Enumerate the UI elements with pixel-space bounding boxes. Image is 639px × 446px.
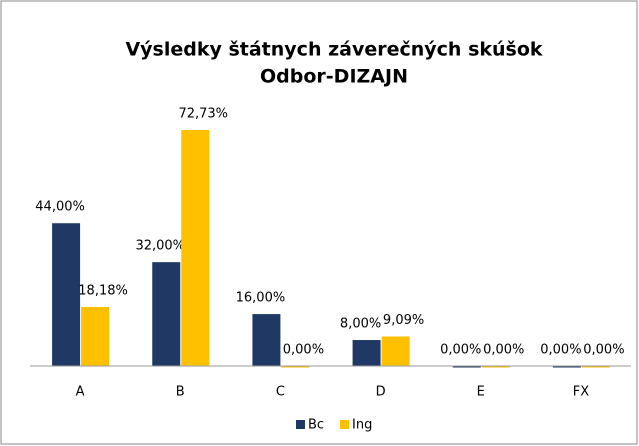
- data-label: 18,18%: [78, 284, 128, 299]
- legend-swatch: [340, 420, 349, 429]
- bar: [352, 340, 381, 366]
- bar: [81, 307, 110, 366]
- data-label: 44,00%: [35, 200, 85, 215]
- x-tick-label: E: [477, 385, 485, 400]
- x-tick-label: FX: [573, 385, 589, 400]
- bar: [481, 366, 510, 368]
- data-label: 32,00%: [135, 239, 185, 254]
- x-tick-label: D: [376, 385, 386, 400]
- bar: [252, 314, 281, 366]
- x-tick-label: B: [176, 385, 185, 400]
- bar: [52, 223, 81, 366]
- data-label: 0,00%: [483, 343, 524, 358]
- data-label: 0,00%: [283, 343, 324, 358]
- bar: [152, 262, 181, 366]
- data-label: 0,00%: [583, 343, 624, 358]
- bar: [452, 366, 481, 368]
- data-label: 72,73%: [178, 107, 228, 122]
- data-label: 9,09%: [383, 313, 424, 328]
- data-label: 0,00%: [540, 343, 581, 358]
- chart-title: Výsledky štátnych záverečných skúšok: [125, 39, 542, 61]
- x-tick-label: A: [76, 385, 85, 400]
- legend-label: Bc: [308, 418, 324, 433]
- data-label: 8,00%: [340, 317, 381, 332]
- bar: [552, 366, 581, 368]
- bar: [281, 366, 310, 368]
- legend-swatch: [296, 420, 305, 429]
- legend-label: Ing: [352, 418, 372, 433]
- data-label: 0,00%: [440, 343, 481, 358]
- data-label: 16,00%: [236, 291, 286, 306]
- chart-subtitle: Odbor-DIZAJN: [260, 66, 408, 88]
- x-tick-label: C: [276, 385, 285, 400]
- bar: [381, 336, 410, 366]
- bar: [581, 366, 610, 368]
- bar: [181, 130, 210, 366]
